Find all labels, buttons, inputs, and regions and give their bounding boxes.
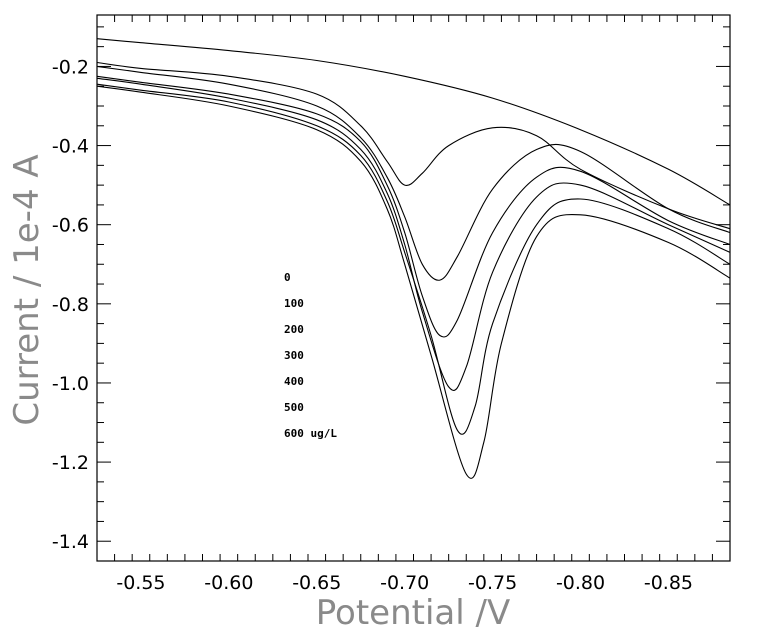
series-line-1 <box>96 61 731 230</box>
x-tick-label: -0.75 <box>468 572 517 594</box>
legend-entry: 400 <box>284 375 304 388</box>
x-tick-label: -0.65 <box>292 572 341 594</box>
legend-entry: 600 ug/L <box>284 427 337 440</box>
legend: 0 100 200 300 400 500 600 ug/L <box>284 271 337 440</box>
series-line-3 <box>96 75 731 338</box>
series-line-5 <box>96 83 731 435</box>
series-lines <box>96 38 731 479</box>
plot-frame <box>96 14 731 562</box>
series-line-4 <box>96 77 731 391</box>
tick-labels: -0.55 -0.60 -0.65 -0.70 -0.75 -0.80 -0.85-0.2-… <box>52 56 693 594</box>
y-tick-label: -1.4 <box>52 531 89 553</box>
x-axis-title: Potential /V <box>316 593 510 633</box>
legend-entry: 200 <box>284 323 304 336</box>
y-tick-label: -0.6 <box>52 215 89 237</box>
ticks <box>96 15 731 562</box>
series-line-0 <box>96 38 731 206</box>
y-tick-label: -1.0 <box>52 373 89 395</box>
x-tick-label: -0.60 <box>204 572 253 594</box>
x-tick-label: -0.80 <box>556 572 605 594</box>
legend-entry: 0 <box>284 271 291 284</box>
y-tick-label: -0.2 <box>52 56 89 78</box>
y-tick-label: -0.8 <box>52 294 89 316</box>
y-tick-label: -1.2 <box>52 452 89 474</box>
x-tick-label: -0.55 <box>116 572 165 594</box>
legend-entry: 300 <box>284 349 304 362</box>
y-axis-title: Current / 1e-4 A <box>7 154 47 425</box>
y-tick-label: -0.4 <box>52 136 89 158</box>
series-line-6 <box>96 85 731 479</box>
x-tick-label: -0.70 <box>380 572 429 594</box>
legend-entry: 100 <box>284 297 304 310</box>
x-tick-label: -0.85 <box>644 572 693 594</box>
legend-entry: 500 <box>284 401 304 414</box>
series-line-2 <box>96 65 731 281</box>
